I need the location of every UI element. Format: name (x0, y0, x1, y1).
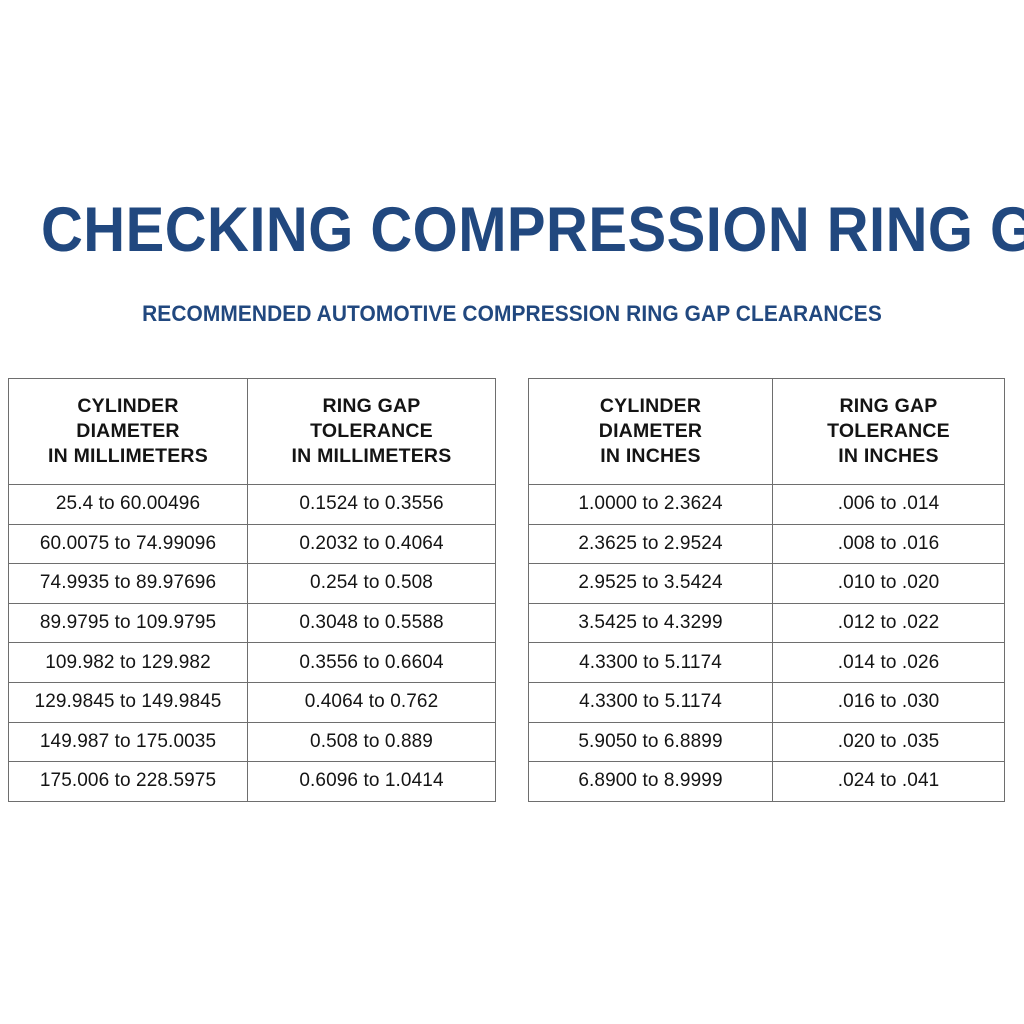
cell-diameter: 4.3300 to 5.1174 (528, 642, 773, 683)
metric-ring-gap-table: CYLINDER DIAMETER IN MILLIMETERS RING GA… (8, 378, 496, 802)
imperial-tolerance-header: RING GAP TOLERANCE IN INCHES (772, 378, 1005, 485)
header-line-2: TOLERANCE (310, 420, 433, 442)
table-row: 175.006 to 228.5975 0.6096 to 1.0414 (8, 761, 496, 802)
header-line-2: TOLERANCE (827, 420, 950, 442)
cell-tolerance: .010 to .020 (772, 563, 1005, 604)
metric-table-body: 25.4 to 60.00496 0.1524 to 0.3556 60.007… (8, 484, 496, 802)
cell-tolerance: .014 to .026 (772, 642, 1005, 683)
metric-diameter-header: CYLINDER DIAMETER IN MILLIMETERS (8, 378, 248, 485)
table-row: 3.5425 to 4.3299 .012 to .022 (528, 602, 1005, 644)
imperial-ring-gap-table: CYLINDER DIAMETER IN INCHES RING GAP TOL… (528, 378, 1005, 802)
table-row: 149.987 to 175.0035 0.508 to 0.889 (8, 721, 496, 763)
cell-diameter: 2.9525 to 3.5424 (528, 563, 773, 604)
table-row: 2.3625 to 2.9524 .008 to .016 (528, 523, 1005, 565)
cell-tolerance: 0.4064 to 0.762 (247, 681, 496, 723)
metric-table-header: CYLINDER DIAMETER IN MILLIMETERS RING GA… (8, 378, 496, 485)
table-row: 1.0000 to 2.3624 .006 to .014 (528, 484, 1005, 525)
cell-diameter: 60.0075 to 74.99096 (8, 523, 248, 565)
table-row: 89.9795 to 109.9795 0.3048 to 0.5588 (8, 602, 496, 644)
table-row: 4.3300 to 5.1174 .014 to .026 (528, 642, 1005, 683)
header-line-1: RING GAP (839, 395, 938, 417)
header-line-1: RING GAP (322, 395, 421, 417)
header-line-3: IN MILLIMETERS (48, 445, 208, 467)
cell-diameter: 5.9050 to 6.8899 (528, 721, 773, 763)
cell-diameter: 1.0000 to 2.3624 (528, 484, 773, 525)
cell-tolerance: 0.6096 to 1.0414 (247, 761, 496, 802)
table-row: 4.3300 to 5.1174 .016 to .030 (528, 681, 1005, 723)
table-row: 74.9935 to 89.97696 0.254 to 0.508 (8, 563, 496, 604)
table-row: 2.9525 to 3.5424 .010 to .020 (528, 563, 1005, 604)
table-row: 109.982 to 129.982 0.3556 to 0.6604 (8, 642, 496, 683)
cell-tolerance: .006 to .014 (772, 484, 1005, 525)
cell-diameter: 175.006 to 228.5975 (8, 761, 248, 802)
metric-tolerance-header: RING GAP TOLERANCE IN MILLIMETERS (247, 378, 496, 485)
imperial-table-header: CYLINDER DIAMETER IN INCHES RING GAP TOL… (528, 378, 1005, 485)
header-line-2: DIAMETER (76, 420, 180, 442)
page-subtitle: RECOMMENDED AUTOMOTIVE COMPRESSION RING … (142, 301, 882, 326)
cell-tolerance: .024 to .041 (772, 761, 1005, 802)
cell-tolerance: 0.1524 to 0.3556 (247, 484, 496, 525)
table-row: 129.9845 to 149.9845 0.4064 to 0.762 (8, 681, 496, 723)
cell-diameter: 3.5425 to 4.3299 (528, 602, 773, 644)
cell-diameter: 149.987 to 175.0035 (8, 721, 248, 763)
header-line-1: CYLINDER (77, 395, 179, 417)
table-row: 5.9050 to 6.8899 .020 to .035 (528, 721, 1005, 763)
header-line-1: CYLINDER (599, 395, 702, 417)
cell-diameter: 2.3625 to 2.9524 (528, 523, 773, 565)
table-row: 60.0075 to 74.99096 0.2032 to 0.4064 (8, 523, 496, 565)
cell-diameter: 109.982 to 129.982 (8, 642, 248, 683)
table-row: 6.8900 to 8.9999 .024 to .041 (528, 761, 1005, 802)
cell-tolerance: .020 to .035 (772, 721, 1005, 763)
cell-tolerance: .016 to .030 (772, 681, 1005, 723)
imperial-diameter-header: CYLINDER DIAMETER IN INCHES (528, 378, 773, 485)
cell-tolerance: 0.3048 to 0.5588 (247, 602, 496, 644)
table-header-row: CYLINDER DIAMETER IN MILLIMETERS RING GA… (8, 378, 496, 485)
cell-diameter: 6.8900 to 8.9999 (528, 761, 773, 802)
cell-diameter: 4.3300 to 5.1174 (528, 681, 773, 723)
imperial-table-body: 1.0000 to 2.3624 .006 to .014 2.3625 to … (528, 484, 1005, 802)
cell-diameter: 129.9845 to 149.9845 (8, 681, 248, 723)
header-line-3: IN MILLIMETERS (291, 445, 452, 467)
header-line-2: DIAMETER (598, 420, 703, 442)
cell-diameter: 74.9935 to 89.97696 (8, 563, 248, 604)
cell-tolerance: .012 to .022 (772, 602, 1005, 644)
cell-diameter: 25.4 to 60.00496 (8, 484, 248, 525)
table-header-row: CYLINDER DIAMETER IN INCHES RING GAP TOL… (528, 378, 1005, 485)
table-row: 25.4 to 60.00496 0.1524 to 0.3556 (8, 484, 496, 525)
header-line-3: IN INCHES (838, 445, 939, 467)
cell-tolerance: .008 to .016 (772, 523, 1005, 565)
cell-diameter: 89.9795 to 109.9795 (8, 602, 248, 644)
cell-tolerance: 0.3556 to 0.6604 (247, 642, 496, 683)
cell-tolerance: 0.254 to 0.508 (247, 563, 496, 604)
cell-tolerance: 0.2032 to 0.4064 (247, 523, 496, 565)
cell-tolerance: 0.508 to 0.889 (247, 721, 496, 763)
header-line-3: IN INCHES (600, 445, 701, 467)
page-title: CHECKING COMPRESSION RING GAPS (40, 195, 1024, 265)
